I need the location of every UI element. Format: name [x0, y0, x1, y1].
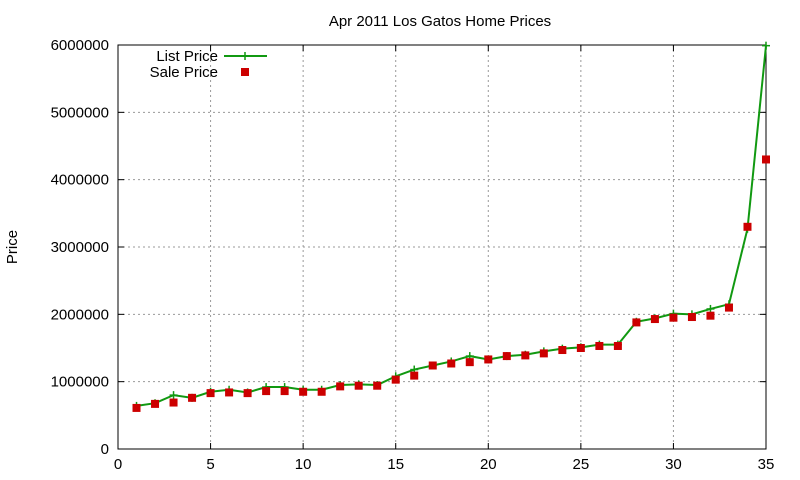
sale-price-point [706, 311, 715, 320]
series [132, 41, 770, 412]
sale-price-point [188, 393, 197, 402]
sale-price-point [595, 341, 604, 350]
sale-price-point [132, 403, 141, 412]
sale-price-point [576, 344, 585, 352]
sale-price-point [391, 375, 400, 384]
sale-price-point [650, 315, 659, 324]
x-tick-label: 15 [387, 456, 404, 473]
sale-price-point [243, 389, 252, 398]
x-tick-label: 10 [295, 456, 312, 473]
sale-price-point [502, 352, 511, 361]
sale-price-point [632, 318, 641, 327]
sale-price-point [225, 388, 234, 397]
sale-price-point [613, 341, 622, 350]
y-tick-label: 6000000 [51, 37, 109, 54]
y-tick-label: 5000000 [51, 104, 109, 121]
sale-price-point [151, 399, 160, 408]
sale-price-point [521, 351, 530, 360]
list-price-series [132, 41, 770, 410]
sale-price-point [206, 389, 215, 398]
y-tick-label: 3000000 [51, 239, 109, 256]
legend-swatch-marker [241, 68, 249, 76]
x-tick-label: 30 [665, 456, 682, 473]
legend-label: List Price [156, 48, 218, 65]
sale-price-point [762, 155, 770, 164]
sale-price-point [373, 381, 382, 390]
x-tick-label: 0 [114, 456, 122, 473]
y-tick-label: 4000000 [51, 172, 109, 189]
x-tick-label: 35 [758, 456, 775, 473]
sale-price-point [410, 371, 419, 380]
list-price-point [762, 41, 770, 50]
axis-ticks: 0 5 10 15 20 25 30 35 0 1000000 2000000 3000000 4000… [51, 37, 775, 473]
legend-swatch-marker [241, 52, 249, 60]
sale-price-point [354, 381, 363, 390]
sale-price-point [743, 222, 752, 231]
y-tick-label: 2000000 [51, 306, 109, 323]
sale-price-point [465, 358, 474, 367]
sale-price-point [299, 387, 308, 396]
sale-price-point [558, 346, 567, 355]
sale-price-series [132, 155, 770, 412]
sale-price-point [447, 359, 456, 368]
x-tick-label: 25 [573, 456, 590, 473]
list-price-point [706, 304, 715, 313]
sale-price-point [484, 355, 493, 364]
sale-price-point [669, 313, 678, 322]
y-tick-label: 0 [101, 441, 109, 458]
sale-price-point [317, 387, 326, 396]
x-tick-label: 5 [206, 456, 214, 473]
sale-price-point [262, 387, 271, 396]
sale-price-point [336, 382, 345, 391]
sale-price-point [539, 349, 548, 358]
grid [118, 45, 766, 449]
sale-price-point [280, 387, 289, 396]
y-axis-label: Price [4, 230, 21, 264]
sale-price-point [169, 398, 178, 407]
x-tick-label: 20 [480, 456, 497, 473]
legend-label: Sale Price [150, 64, 218, 81]
sale-price-point [724, 303, 733, 312]
chart-title: Apr 2011 Los Gatos Home Prices [329, 13, 551, 30]
list-price-line [136, 45, 767, 407]
sale-price-point [687, 313, 696, 322]
sale-price-point [428, 361, 437, 370]
y-tick-label: 1000000 [51, 374, 109, 391]
list-price-point [169, 391, 178, 400]
